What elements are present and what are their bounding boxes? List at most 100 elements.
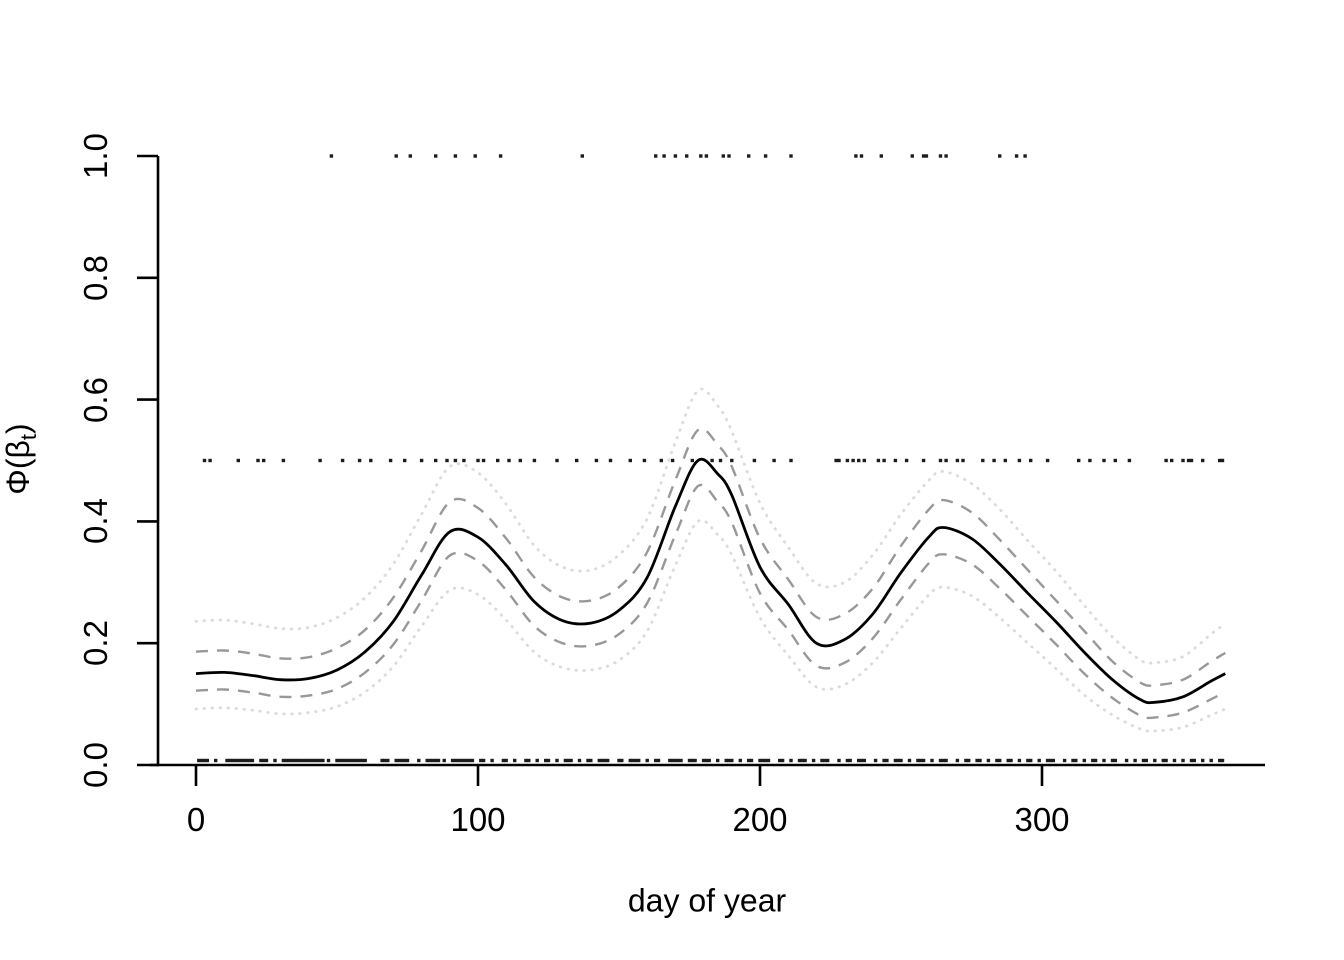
rug-point (340, 758, 345, 763)
rug-point (899, 758, 903, 763)
rug-point (1181, 758, 1185, 763)
rug-point (916, 758, 920, 763)
rug-point (882, 458, 886, 463)
rug-point (380, 758, 384, 763)
rug-point (287, 758, 291, 763)
rug-point (820, 758, 824, 763)
rug-point (355, 758, 359, 763)
rug-point (1029, 758, 1033, 763)
rug-point (1110, 758, 1115, 763)
rug-point (673, 154, 678, 158)
rug-point (290, 758, 294, 763)
y-axis-title: Φ(βt) (0, 423, 42, 494)
rug-point (938, 458, 943, 463)
rug-point (845, 758, 850, 763)
rug-point (304, 758, 308, 763)
rug-point (961, 458, 965, 463)
rug-point (400, 758, 404, 763)
rug-point (690, 758, 694, 763)
rug-point (546, 758, 551, 763)
rug-point (318, 458, 322, 463)
rug-point (360, 758, 365, 763)
rug-point (603, 758, 607, 763)
rug-point (504, 758, 508, 763)
rug-point (921, 758, 926, 763)
rug-point (921, 458, 926, 463)
rug-point (205, 758, 209, 763)
rug-point (498, 154, 503, 158)
rug-point (597, 758, 601, 763)
rug-point (577, 758, 582, 763)
rug-point (1181, 458, 1185, 463)
rug-point (662, 154, 666, 158)
rug-point (1071, 758, 1075, 763)
rug-point (938, 154, 943, 158)
rug-point (634, 758, 638, 763)
rug-point (687, 758, 692, 763)
rug-point (462, 758, 466, 763)
rug-point (938, 758, 943, 763)
rug-point (699, 154, 703, 158)
y-axis-title-close: ) (0, 423, 36, 434)
rug-point (1170, 458, 1174, 463)
rug-point (1192, 758, 1196, 763)
rug-point (1093, 758, 1098, 763)
rug-point (228, 758, 232, 763)
rug-point (245, 758, 249, 763)
rug-point (859, 758, 864, 763)
x-tick-label: 100 (450, 801, 506, 838)
rug-point (456, 758, 460, 763)
rug-point (481, 758, 486, 763)
rug-point (654, 154, 658, 158)
rug-point (594, 458, 599, 463)
rug-point (199, 758, 204, 763)
rug-point (208, 458, 212, 463)
rug-point (1017, 758, 1022, 763)
rug-point (264, 758, 269, 763)
rug-point (1113, 758, 1117, 763)
rug-point (848, 758, 852, 763)
rug-point (247, 758, 252, 763)
rug-point (394, 758, 398, 763)
rug-point (606, 758, 610, 763)
y-tick-label: 0.6 (77, 376, 114, 423)
rug-point (459, 758, 463, 763)
rug-point (747, 758, 751, 763)
rug-point (857, 758, 861, 763)
rug-point (197, 758, 201, 763)
outer-band-upper-curve (194, 387, 1227, 665)
rug-point (214, 758, 218, 763)
rug-point (1017, 458, 1022, 463)
rug-point (986, 758, 991, 763)
rug-point (1209, 758, 1213, 763)
rug-point (349, 758, 353, 763)
rug-point (233, 758, 238, 763)
rug-point (1014, 154, 1019, 158)
rug-point (749, 758, 754, 763)
rug-point (772, 458, 776, 463)
rug-point (1161, 758, 1165, 763)
rug-point (885, 758, 889, 763)
rug-point (834, 458, 838, 463)
inner-band-upper-curve (195, 427, 1226, 687)
rug-point (453, 758, 458, 763)
y-tick-label: 1.0 (77, 133, 114, 179)
rug-point (281, 758, 286, 763)
rug-point (944, 758, 948, 763)
rug-point (518, 458, 522, 463)
rug-point (284, 758, 288, 763)
rug-point (670, 458, 675, 463)
y-tick-label: 0.2 (77, 620, 114, 667)
rug-point (580, 154, 584, 158)
rug-point (1062, 758, 1067, 763)
rug-point (803, 758, 807, 763)
rug-point (904, 458, 909, 463)
rug-point (273, 758, 277, 763)
rug-point (532, 458, 537, 463)
rug-point (1164, 458, 1168, 463)
rug-point (789, 758, 793, 763)
rug-point (1113, 458, 1117, 463)
rug-point (747, 154, 751, 158)
x-axis-title: day of year (628, 883, 786, 920)
rug-point (236, 758, 240, 763)
